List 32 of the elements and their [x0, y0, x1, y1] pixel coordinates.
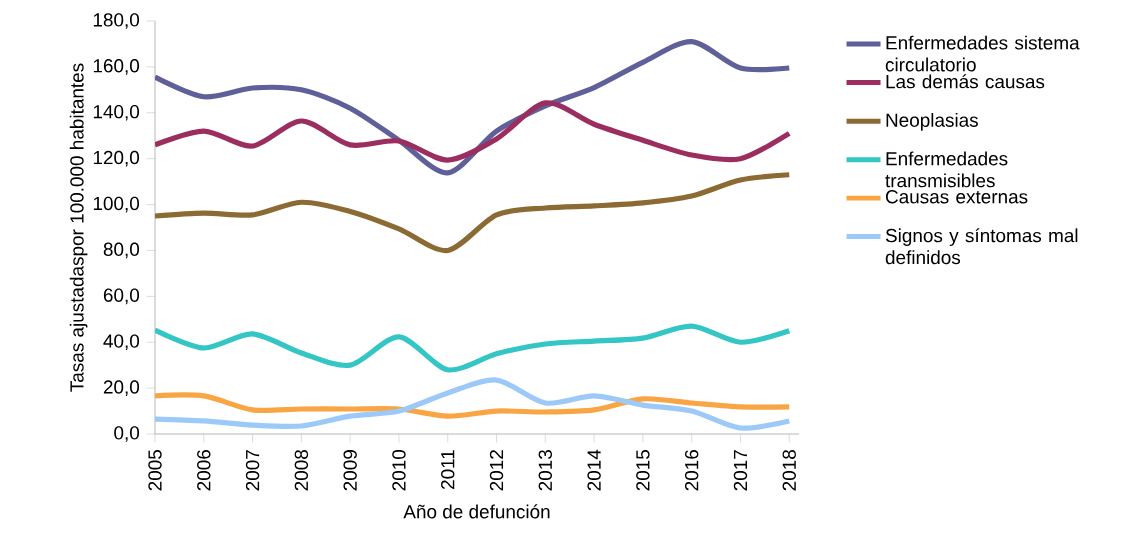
legend-label: Las demás causas — [886, 74, 1045, 89]
y-tick-label: 100,0 — [93, 196, 140, 213]
x-tick-label: 2018 — [782, 450, 796, 491]
x-tick-label: 2013 — [538, 450, 553, 491]
x-tick-label: 2011 — [441, 450, 455, 489]
x-tick-label: 2009 — [343, 450, 357, 491]
y-tick-label: 60,0 — [103, 288, 140, 305]
y-tick-label: 40,0 — [103, 334, 140, 351]
x-axis-title: Año de defunción — [403, 504, 550, 519]
y-tick-label: 140,0 — [93, 104, 140, 121]
x-tick-label: 2015 — [636, 450, 650, 491]
x-tick-label: 2008 — [294, 450, 309, 491]
x-tick-label: 2006 — [197, 450, 211, 491]
y-tick-label: 180,0 — [93, 13, 140, 29]
legend-label: Signos y síntomas mal definidos — [885, 228, 1078, 265]
x-tick-label: 2016 — [684, 450, 699, 491]
x-tick-label: 2012 — [489, 450, 504, 491]
legend-label: Enfermedades transmisibles — [885, 151, 1008, 188]
y-tick-label: 120,0 — [93, 150, 140, 167]
x-tick-label: 2014 — [587, 449, 601, 491]
y-tick-label: 80,0 — [103, 242, 140, 259]
legend-label: Enfermedades sistema circulatorio — [885, 35, 1080, 72]
legend-label: Neoplasias — [886, 112, 978, 131]
x-tick-label: 2017 — [733, 450, 748, 491]
y-tick-label: 160,0 — [93, 59, 140, 75]
x-tick-label: 2010 — [392, 449, 406, 491]
y-tick-label: 0,0 — [114, 426, 140, 442]
legend-label: Causas externas — [885, 190, 1028, 204]
x-tick-label: 2005 — [148, 450, 162, 491]
y-axis-title: Tasas ajustadaspor 100.000 habitantes — [69, 63, 88, 392]
y-tick-label: 20,0 — [103, 380, 140, 396]
x-tick-label: 2007 — [245, 450, 260, 491]
